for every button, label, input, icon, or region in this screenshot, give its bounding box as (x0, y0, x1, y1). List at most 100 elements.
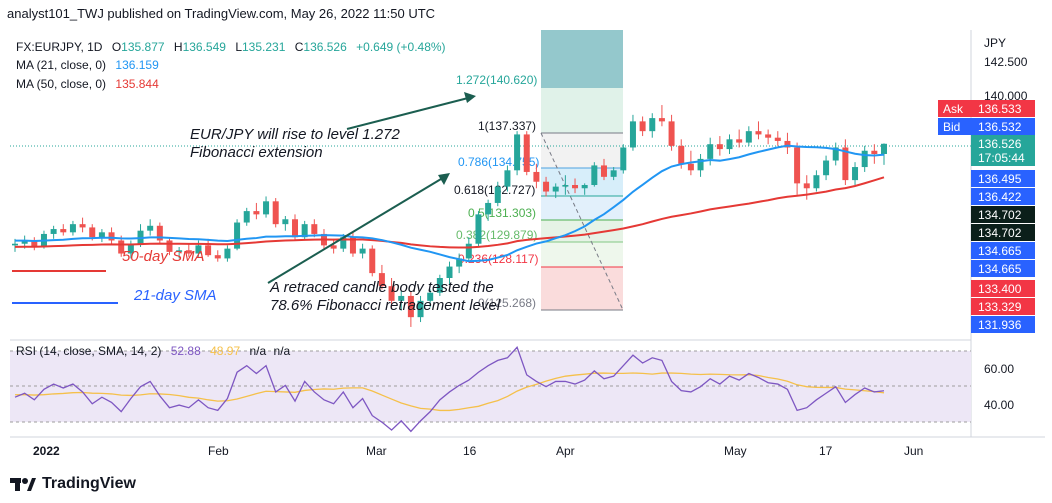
candle-body (639, 121, 646, 132)
ma50-label: MA (50, close, 0) (16, 77, 107, 91)
fib-zone-0 (541, 267, 623, 310)
candle-body (494, 186, 501, 203)
candle-body (832, 147, 839, 161)
candle-body (504, 170, 511, 187)
candle-body (185, 250, 192, 254)
fib-zone-1 (541, 88, 623, 133)
candle-body (610, 170, 617, 177)
candle-body (156, 225, 163, 241)
candle-body (195, 245, 202, 254)
candle-body (388, 286, 395, 301)
candle-body (465, 243, 472, 259)
fib-zone-05 (541, 196, 623, 220)
candles-group (12, 105, 887, 327)
candle-body (79, 224, 86, 228)
time-label-2022: 2022 (33, 444, 60, 458)
symbol-legend: FX:EURJPY, 1D O135.877 H136.549 L135.231… (16, 40, 446, 54)
ma50-line (14, 176, 885, 249)
candle-body (591, 165, 598, 185)
sma21-annotation: 21-day SMA (133, 287, 217, 304)
change-value: +0.649 (+0.48%) (356, 40, 446, 54)
candle-body (629, 121, 636, 148)
candle-body (514, 134, 521, 171)
rsi-tick-60: 60.00 (984, 362, 1014, 376)
price-badge (971, 280, 1035, 297)
candle-body (349, 237, 356, 254)
time-label-feb: Feb (208, 444, 229, 458)
price-badge (971, 298, 1035, 315)
candle-body (823, 160, 830, 176)
price-badge-value: 131.936 (978, 318, 1022, 332)
candle-body (272, 201, 279, 225)
candle-body (736, 139, 743, 143)
ma21-legend[interactable]: MA (21, close, 0) 136.159 (16, 58, 159, 72)
candle-body (243, 211, 250, 223)
price-badge (971, 206, 1035, 223)
candle-body (745, 131, 752, 143)
candle-body (234, 222, 241, 249)
rise-arrowhead (464, 92, 476, 103)
candle-body (620, 147, 627, 171)
candle-body (378, 273, 385, 287)
tradingview-logo[interactable]: TradingView (10, 475, 136, 493)
candle-body (205, 245, 212, 256)
price-badge (971, 224, 1035, 241)
candle-body (678, 145, 685, 164)
candle-body (282, 219, 289, 225)
price-badge-value: 134.702 (978, 226, 1022, 240)
candle-body (12, 243, 18, 246)
ma50-legend[interactable]: MA (50, close, 0) 135.844 (16, 77, 159, 91)
candle-body (98, 232, 105, 238)
candle-body (311, 224, 318, 234)
candle-body (658, 118, 665, 122)
time-label-apr: Apr (556, 444, 575, 458)
price-badge (938, 100, 1035, 117)
candle-body (21, 240, 28, 244)
candle-body (523, 134, 530, 172)
candle-body (176, 250, 183, 252)
candle-body (89, 227, 96, 238)
candle-body (881, 143, 887, 154)
candle-body (69, 224, 76, 233)
rsi-line (14, 346, 885, 433)
price-badge (971, 260, 1035, 277)
high-value: 136.549 (182, 40, 226, 54)
rise-annotation: EUR/JPY will rise to level 1.272 (190, 126, 400, 143)
close-value: 136.526 (303, 40, 347, 54)
candle-body (214, 255, 221, 259)
price-badge-value: 133.329 (978, 300, 1022, 314)
fib-zone-0786 (541, 133, 623, 168)
candle-body (755, 131, 762, 135)
open-value: 135.877 (121, 40, 165, 54)
price-badge (971, 188, 1035, 205)
price-badge-value: 134.665 (978, 244, 1022, 258)
rise-arrow (346, 96, 473, 130)
candle-body (369, 248, 376, 274)
fib-label-0: 0(125.268) (478, 296, 536, 310)
candle-body (147, 225, 154, 231)
candle-body (852, 167, 859, 181)
fib-label-0236: 0.236(128.117) (458, 252, 539, 266)
candle-body (31, 240, 38, 247)
rise-annotation-2: Fibonacci extension (190, 144, 323, 161)
candle-body (581, 185, 588, 189)
candle-body (340, 237, 347, 249)
close-label: C (294, 40, 304, 54)
price-badge-label: Bid (943, 120, 960, 134)
symbol-name[interactable]: FX:EURJPY, 1D (16, 40, 103, 54)
candle-body (417, 300, 424, 318)
rsi-ma-line (14, 372, 885, 412)
candle-body (427, 292, 434, 301)
candle-body (784, 140, 791, 148)
candle-body (436, 278, 443, 293)
ma21-value: 136.159 (115, 58, 159, 72)
retrace-annotation-2: 78.6% Fibonacci retracement level (270, 297, 501, 314)
candle-body (446, 266, 453, 278)
open-label: O (111, 40, 122, 54)
price-currency: JPY (984, 36, 1006, 50)
fib-zone-0236 (541, 242, 623, 267)
candle-body (407, 295, 414, 318)
candle-body (552, 186, 559, 192)
candle-body (861, 150, 868, 168)
